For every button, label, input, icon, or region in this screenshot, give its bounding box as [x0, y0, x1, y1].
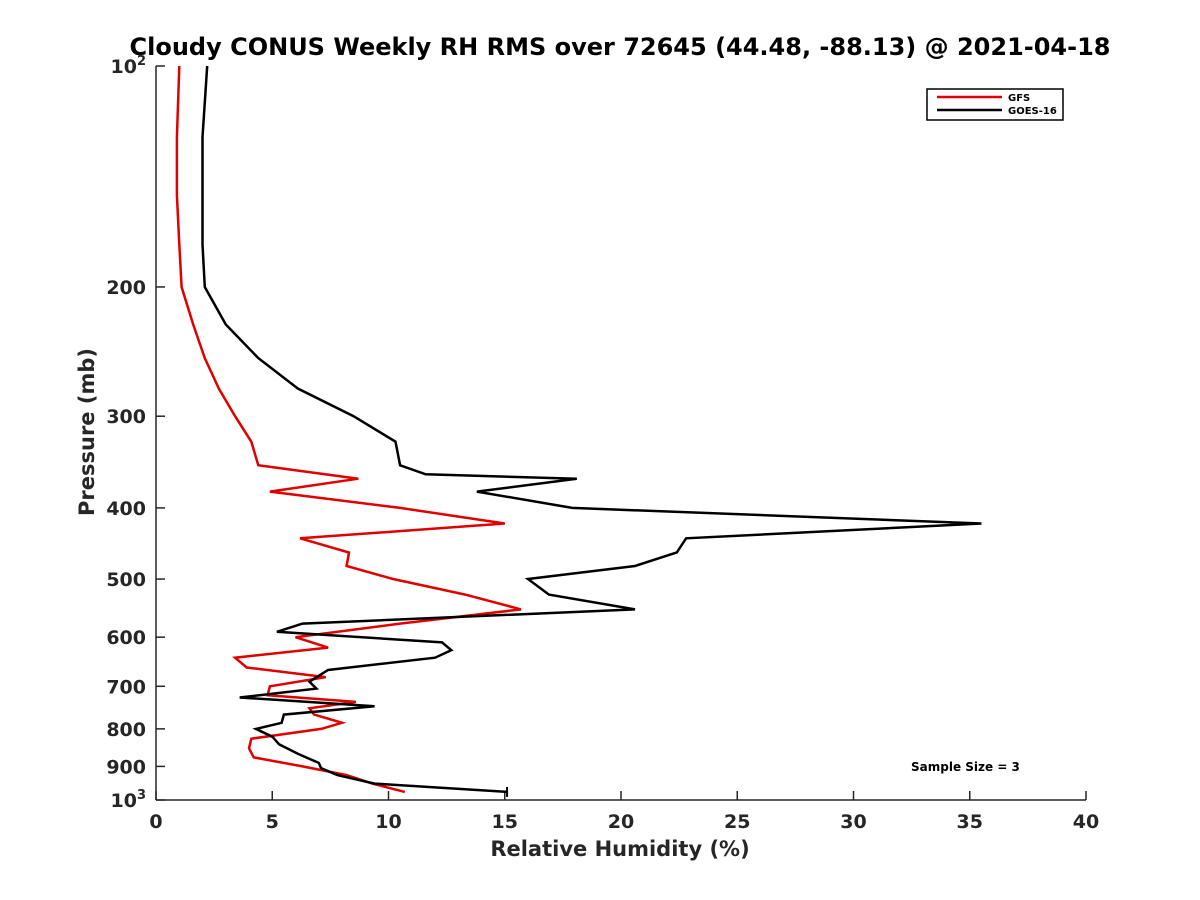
x-tick-label: 0	[149, 811, 162, 833]
y-axis-label: Pressure (mb)	[75, 348, 99, 516]
y-tick-label: 300	[106, 406, 146, 428]
sample-size-annotation: Sample Size = 3	[911, 760, 1020, 774]
y-tick-label: 800	[106, 719, 146, 741]
y-tick-label: 900	[106, 756, 146, 778]
x-tick-label: 20	[608, 811, 634, 833]
y-tick-label: 400	[106, 498, 146, 520]
x-tick-label: 5	[266, 811, 279, 833]
x-tick-label: 15	[492, 811, 518, 833]
y-tick-label: 200	[106, 277, 146, 299]
legend-label-gfs: GFS	[1008, 93, 1030, 104]
x-tick-label: 40	[1073, 811, 1099, 833]
series-line-gfs	[175, 65, 522, 794]
y-tick-label: 102	[111, 54, 147, 78]
x-tick-label: 10	[375, 811, 401, 833]
x-tick-label: 30	[840, 811, 866, 833]
legend: GFS GOES-16	[926, 88, 1064, 121]
x-tick-label: 35	[957, 811, 983, 833]
x-tick-label: 25	[724, 811, 750, 833]
series-line-goes-16	[201, 65, 982, 794]
legend-label-goes16: GOES-16	[1008, 106, 1057, 117]
axes: 0 5 10 15 20 25 30 35 40 102 200 300 400 500 600 700 800…	[106, 54, 1099, 833]
y-tick-label: 103	[111, 788, 147, 812]
y-tick-label: 700	[106, 676, 146, 698]
legend-box	[926, 88, 1064, 121]
series-layer	[175, 65, 982, 797]
y-tick-label: 500	[106, 569, 146, 591]
x-axis-label: Relative Humidity (%)	[490, 837, 749, 861]
y-tick-label: 600	[106, 627, 146, 649]
chart-title: Cloudy CONUS Weekly RH RMS over 72645 (4…	[130, 33, 1111, 61]
